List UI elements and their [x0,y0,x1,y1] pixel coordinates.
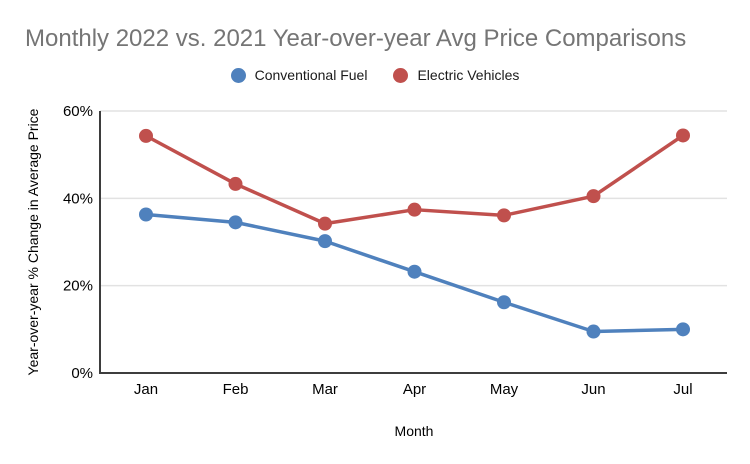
data-point-electric-vehicles-jan[interactable] [139,128,153,143]
data-point-conventional-fuel-jun[interactable] [586,324,601,339]
data-point-conventional-fuel-apr[interactable] [407,264,422,279]
chart-title: Monthly 2022 vs. 2021 Year-over-year Avg… [25,25,687,52]
legend-label-electric-vehicles: Electric Vehicles [417,67,520,83]
x-axis-title: Month [394,423,434,439]
x-tick-label: Mar [312,381,338,398]
y-tick-label: 40% [63,190,93,207]
data-point-electric-vehicles-jul[interactable] [676,128,690,143]
data-point-electric-vehicles-jun[interactable] [586,189,601,204]
data-point-electric-vehicles-mar[interactable] [318,216,332,231]
x-tick-label: Jun [581,381,605,398]
x-tick-label: Jul [673,381,692,398]
data-point-electric-vehicles-feb[interactable] [228,176,243,191]
legend-item-conventional-fuel[interactable]: Conventional Fuel [230,67,368,83]
x-tick-label: Feb [223,381,249,398]
data-point-conventional-fuel-mar[interactable] [318,234,332,249]
conventional-fuel-marker-icon [230,67,246,83]
data-point-conventional-fuel-jul[interactable] [676,322,690,337]
y-tick-label: 0% [71,365,93,382]
x-tick-label: Apr [403,381,426,398]
data-point-conventional-fuel-jan[interactable] [139,207,153,222]
data-point-electric-vehicles-may[interactable] [497,208,511,223]
data-point-conventional-fuel-may[interactable] [497,295,511,310]
legend-label-conventional-fuel: Conventional Fuel [254,67,368,83]
electric-vehicles-marker-icon [393,67,409,83]
x-tick-label: May [490,381,519,398]
legend: Conventional Fuel Electric Vehicles [0,67,750,83]
x-tick-label: Jan [134,381,158,398]
data-point-electric-vehicles-apr[interactable] [407,202,422,217]
legend-item-electric-vehicles[interactable]: Electric Vehicles [393,67,519,83]
y-axis-title: Year-over-year % Change in Average Price [25,108,41,376]
y-tick-label: 20% [63,278,93,295]
y-tick-label: 60% [63,103,93,120]
data-point-conventional-fuel-feb[interactable] [228,215,243,230]
